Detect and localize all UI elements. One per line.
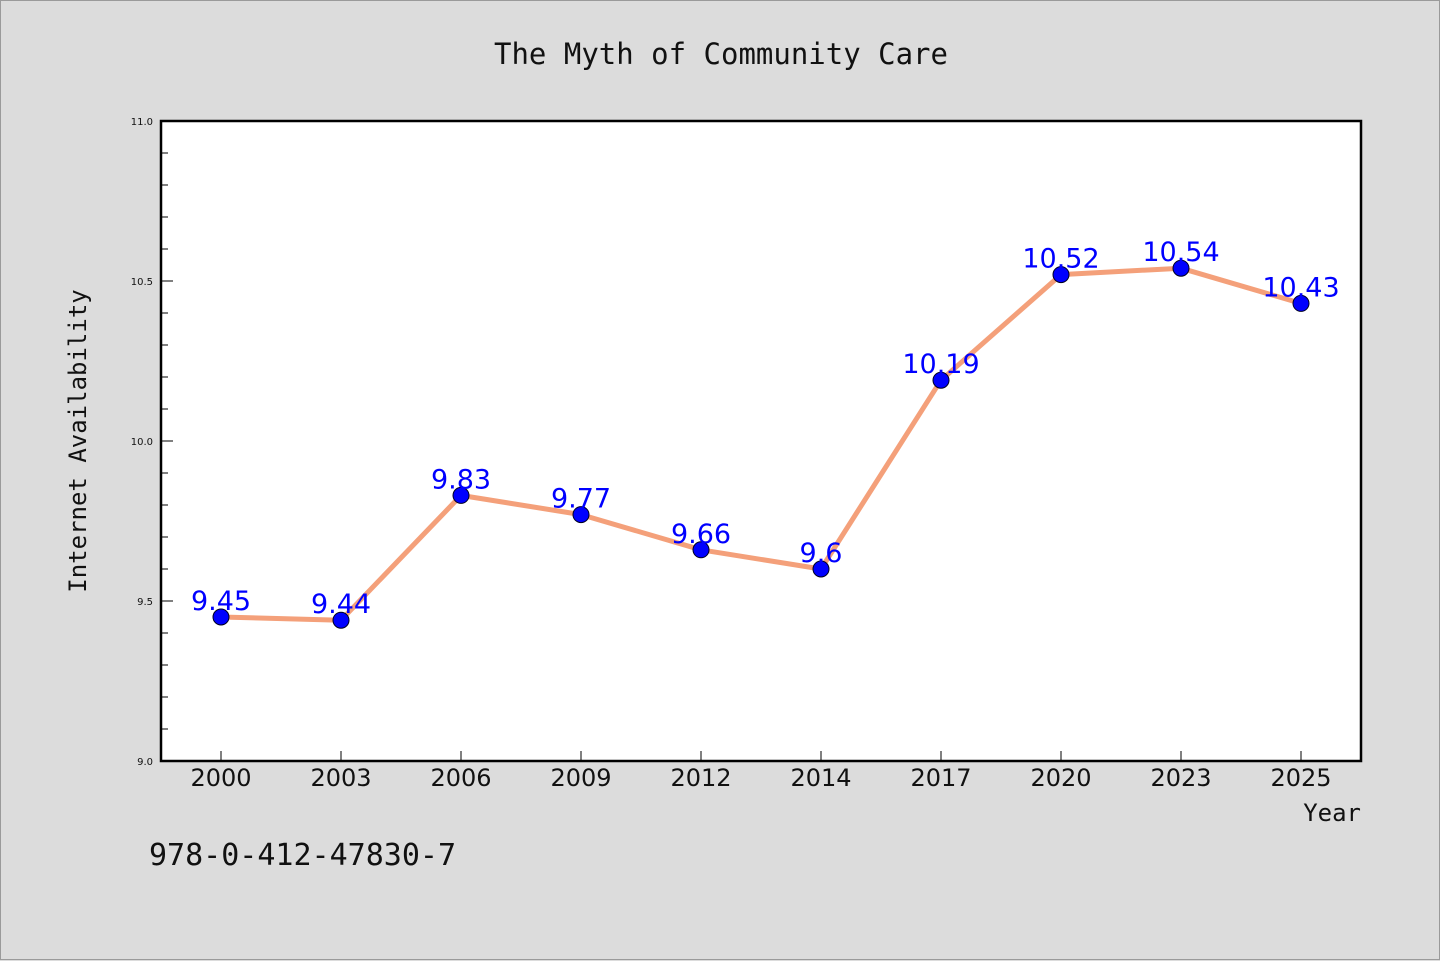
data-point <box>1292 294 1310 312</box>
y-axis-label: Internet Availability <box>64 289 92 592</box>
x-tick-label: 2012 <box>670 764 731 792</box>
x-tick-label: 2025 <box>1270 764 1331 792</box>
data-label: 9.77 <box>551 484 611 515</box>
series-line <box>218 265 1304 623</box>
x-axis: 2000 2003 2006 2009 2012 2014 2017 2020 2023 2025 <box>190 751 1332 792</box>
x-tick-label: 2006 <box>430 764 491 792</box>
data-point <box>332 611 350 629</box>
x-tick-label: 2017 <box>910 764 971 792</box>
data-point <box>812 560 830 578</box>
y-tick-label: 10.0 <box>131 437 153 448</box>
data-point <box>212 608 230 626</box>
x-tick-label: 2000 <box>190 764 251 792</box>
chart-title: The Myth of Community Care <box>494 37 948 71</box>
data-point <box>1052 266 1070 284</box>
x-tick-label: 2003 <box>310 764 371 792</box>
data-label: 9.6 <box>800 538 843 569</box>
data-point <box>932 371 950 389</box>
plot-area <box>161 121 1361 761</box>
data-point <box>692 541 710 559</box>
data-point <box>1172 259 1190 277</box>
x-tick-label: 2009 <box>550 764 611 792</box>
series-layer: 9.45 9.44 9.83 9.77 9.66 9.6 10.19 10.52 10.54 10… <box>191 237 1340 629</box>
data-label: 9.66 <box>671 519 731 550</box>
data-label: 10.43 <box>1262 272 1339 303</box>
data-label: 10.54 <box>1142 237 1219 268</box>
y-tick-label: 9.5 <box>137 597 153 608</box>
x-tick-label: 2023 <box>1150 764 1211 792</box>
data-point <box>452 486 470 504</box>
isbn-annotation: 978-0-412-47830-7 <box>149 838 456 873</box>
y-tick-label: 10.5 <box>131 277 153 288</box>
data-point <box>572 506 590 524</box>
x-tick-label: 2014 <box>790 764 851 792</box>
y-tick-label: 9.0 <box>137 757 153 768</box>
data-label: 9.83 <box>431 464 491 495</box>
data-label: 9.44 <box>311 589 371 620</box>
data-label: 10.52 <box>1022 244 1099 275</box>
plot-border <box>159 119 1363 763</box>
x-axis-label: Year <box>1303 799 1361 827</box>
data-label: 9.45 <box>191 586 251 617</box>
y-tick-label: 11.0 <box>131 117 153 128</box>
x-tick-label: 2020 <box>1030 764 1091 792</box>
data-label: 10.19 <box>902 349 979 380</box>
